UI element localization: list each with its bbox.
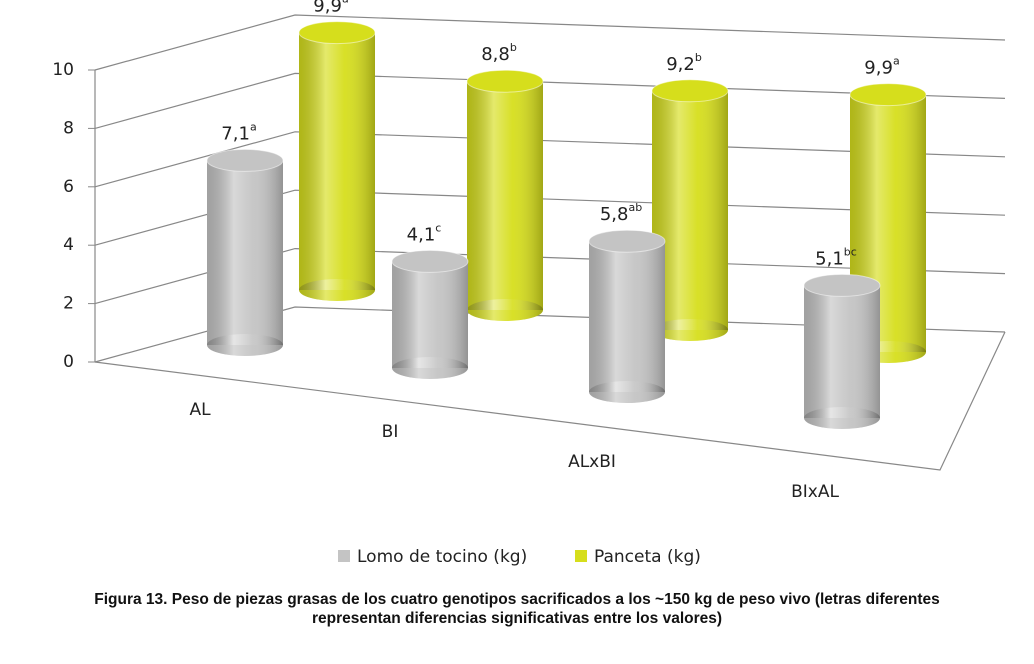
grid-line xyxy=(94,247,1006,305)
cylinder-top xyxy=(849,83,927,107)
cylinder xyxy=(466,69,544,321)
significance-letter: bc xyxy=(844,245,857,258)
y-tick-label: 8 xyxy=(63,118,74,138)
significance-letter: a xyxy=(893,55,900,68)
value-label-number: 5,8 xyxy=(600,204,629,225)
value-label: 9,9a xyxy=(313,0,348,17)
y-tick-label: 2 xyxy=(63,294,74,314)
cylinder xyxy=(206,148,284,356)
value-label: 7,1a xyxy=(221,120,256,144)
legend-label: Lomo de tocino (kg) xyxy=(357,547,527,567)
grid-line xyxy=(94,306,1006,363)
cylinder-top xyxy=(391,249,469,273)
value-label-number: 9,9 xyxy=(864,58,893,79)
value-label-number: 9,2 xyxy=(666,54,695,75)
grid-line xyxy=(94,14,1006,71)
value-label: 4,1c xyxy=(407,221,442,245)
caption: Figura 13. Peso de piezas grasas de los … xyxy=(94,591,940,627)
value-label: 9,9a xyxy=(864,55,899,79)
chart: 02468109,9a8,8b9,2b9,9a7,1a4,1c5,8ab5,1b… xyxy=(52,0,1006,567)
cylinder-top xyxy=(466,69,544,93)
significance-letter: b xyxy=(695,51,702,64)
grid-line xyxy=(94,72,1006,129)
value-label: 5,1bc xyxy=(815,245,857,269)
cylinder xyxy=(588,229,666,403)
significance-letter: c xyxy=(435,221,441,234)
cylinder xyxy=(651,79,729,341)
value-label: 5,8ab xyxy=(600,201,642,225)
value-label-number: 8,8 xyxy=(481,44,510,65)
y-tick-label: 10 xyxy=(52,60,74,80)
x-tick-label: BIxAL xyxy=(791,482,839,502)
x-tick-label: BI xyxy=(382,422,399,442)
significance-letter: ab xyxy=(628,201,642,214)
significance-letter: a xyxy=(342,0,349,6)
value-label-number: 7,1 xyxy=(221,123,250,144)
value-label-number: 9,9 xyxy=(313,0,342,17)
walls xyxy=(94,70,1006,471)
value-label-number: 5,1 xyxy=(815,248,844,269)
cylinder xyxy=(391,249,469,379)
cylinder-top xyxy=(651,79,729,103)
cylinder xyxy=(803,273,881,429)
floor-outline xyxy=(94,331,1006,471)
x-tick-label: ALxBI xyxy=(568,452,616,472)
cylinder-shading xyxy=(467,81,543,310)
value-label: 9,2b xyxy=(666,51,702,75)
cylinder-top xyxy=(206,148,284,172)
cylinder-shading xyxy=(299,32,375,290)
cylinder-top xyxy=(588,229,666,253)
cylinder-shading xyxy=(589,241,665,392)
significance-letter: b xyxy=(510,41,517,54)
cylinder-shading xyxy=(804,285,880,418)
y-tick-label: 0 xyxy=(63,352,74,372)
legend-label: Panceta (kg) xyxy=(594,547,701,567)
value-label-number: 4,1 xyxy=(407,224,436,245)
grid-line xyxy=(94,131,1006,188)
cylinder-shading xyxy=(207,160,283,345)
significance-letter: a xyxy=(250,120,257,133)
cylinder-top xyxy=(803,273,881,297)
value-label: 8,8b xyxy=(481,41,517,65)
legend-swatch xyxy=(338,550,350,562)
x-tick-label: AL xyxy=(189,400,211,420)
y-tick-label: 4 xyxy=(63,235,74,255)
cylinder-top xyxy=(298,21,376,45)
grid-line xyxy=(94,189,1006,246)
y-tick-label: 6 xyxy=(63,177,74,197)
legend-swatch xyxy=(575,550,587,562)
cylinder-shading xyxy=(392,261,468,368)
cylinder xyxy=(298,21,376,301)
